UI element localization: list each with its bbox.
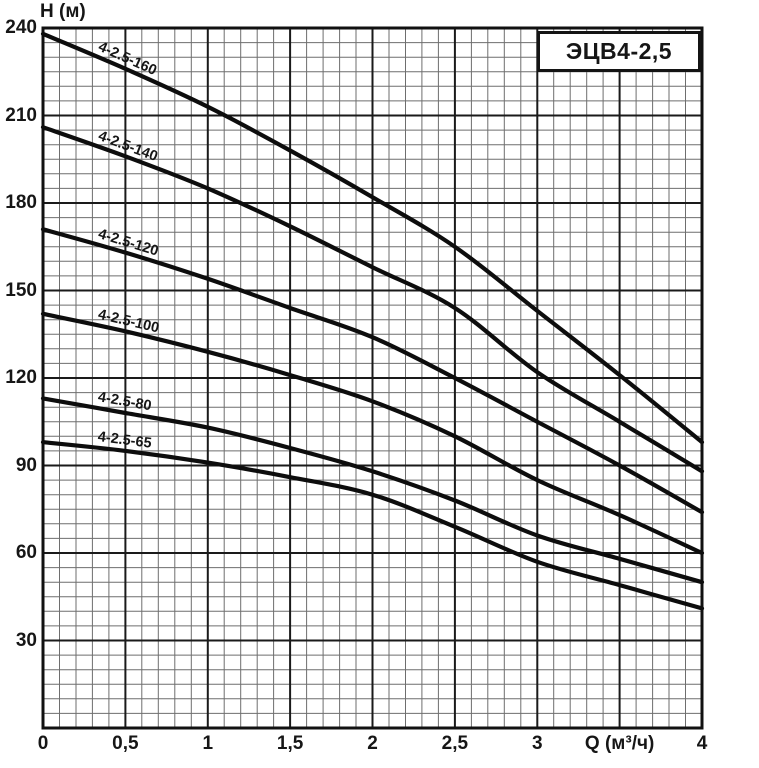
y-axis-title: H (м)	[40, 1, 86, 22]
x-tick-0,5: 0,5	[112, 733, 139, 754]
y-tick-180: 180	[5, 192, 37, 213]
x-tick-4: 4	[696, 733, 708, 754]
curve-4-2.5-140	[40, 125, 705, 474]
y-tick-60: 60	[15, 542, 37, 563]
x-tick-2: 2	[367, 733, 378, 754]
x-tick-0: 0	[37, 733, 49, 754]
x-tick-2,5: 2,5	[441, 733, 469, 754]
y-tick-150: 150	[5, 279, 37, 301]
y-tick-240: 240	[5, 17, 37, 38]
y-tick-30: 30	[15, 629, 37, 651]
curve-4-2.5-100	[40, 311, 705, 556]
y-tick-90: 90	[15, 454, 37, 476]
x-tick-1: 1	[202, 733, 214, 754]
y-tick-210: 210	[5, 104, 37, 126]
model-series-badge: ЭЦВ4-2,5	[537, 31, 701, 72]
pump-curves	[40, 31, 705, 611]
curve-4-2.5-160	[40, 31, 705, 445]
x-axis-unit-label: Q (м³/ч)	[584, 733, 655, 754]
curve-label-65: 4-2.5-65	[97, 429, 153, 452]
y-tick-120: 120	[5, 367, 37, 388]
curve-4-2.5-80	[40, 396, 705, 585]
x-tick-1,5: 1,5	[276, 733, 304, 754]
curve-4-2.5-65	[40, 440, 705, 611]
x-tick-3: 3	[531, 733, 543, 754]
plot-border	[41, 26, 704, 730]
curve-4-2.5-120	[40, 227, 705, 515]
